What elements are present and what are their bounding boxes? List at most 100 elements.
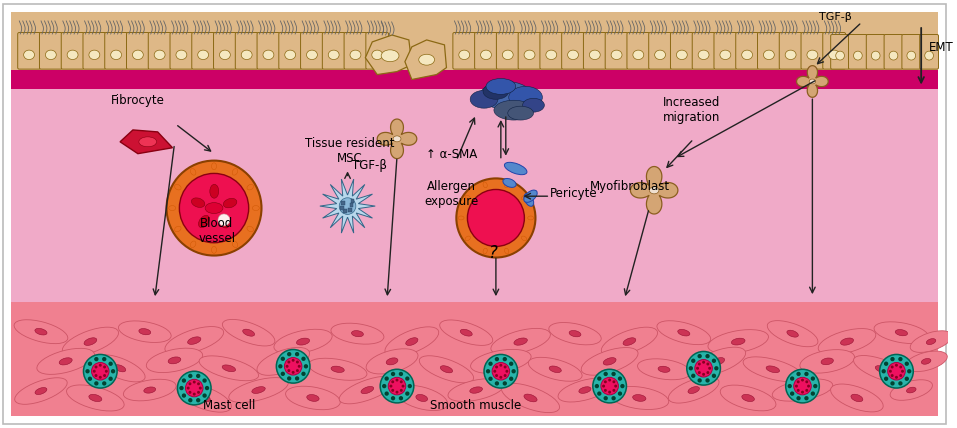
Circle shape [608, 378, 612, 381]
Circle shape [495, 366, 498, 369]
FancyBboxPatch shape [901, 35, 921, 69]
FancyBboxPatch shape [148, 33, 171, 69]
Text: Fibrocyte: Fibrocyte [111, 94, 165, 107]
Ellipse shape [501, 383, 560, 413]
Circle shape [592, 369, 627, 403]
Ellipse shape [633, 50, 644, 59]
Circle shape [99, 376, 101, 379]
Circle shape [597, 376, 602, 381]
Circle shape [399, 396, 403, 401]
Ellipse shape [558, 378, 612, 402]
Circle shape [804, 396, 809, 401]
Ellipse shape [174, 226, 181, 232]
Circle shape [612, 380, 615, 383]
Ellipse shape [688, 386, 700, 393]
Circle shape [395, 378, 398, 381]
Ellipse shape [907, 51, 916, 60]
Ellipse shape [211, 163, 216, 170]
Ellipse shape [494, 358, 507, 365]
FancyBboxPatch shape [104, 33, 127, 69]
Text: ↑ α-SMA: ↑ α-SMA [426, 148, 477, 160]
Ellipse shape [297, 338, 310, 345]
Circle shape [495, 374, 498, 377]
Ellipse shape [331, 323, 384, 344]
Circle shape [900, 374, 902, 377]
Circle shape [503, 374, 506, 377]
Ellipse shape [590, 50, 600, 59]
Circle shape [203, 393, 207, 398]
Ellipse shape [502, 50, 513, 59]
Circle shape [804, 372, 809, 376]
Ellipse shape [545, 50, 557, 59]
Circle shape [296, 360, 299, 363]
Ellipse shape [483, 83, 509, 99]
Polygon shape [377, 119, 417, 159]
Circle shape [278, 364, 282, 369]
Text: Pericyte: Pericyte [550, 187, 598, 200]
Text: Mast cell: Mast cell [203, 399, 256, 412]
Ellipse shape [385, 327, 438, 357]
Ellipse shape [851, 394, 863, 402]
Circle shape [602, 385, 605, 388]
Circle shape [509, 362, 513, 366]
Ellipse shape [486, 78, 516, 94]
Ellipse shape [223, 199, 236, 208]
Circle shape [177, 371, 211, 405]
Circle shape [382, 384, 387, 388]
Ellipse shape [785, 50, 796, 59]
Circle shape [301, 372, 305, 376]
Ellipse shape [247, 226, 254, 232]
Ellipse shape [731, 338, 746, 345]
Ellipse shape [198, 215, 210, 228]
Circle shape [706, 371, 709, 374]
Ellipse shape [829, 50, 839, 59]
Ellipse shape [503, 178, 516, 187]
Ellipse shape [328, 50, 339, 59]
Ellipse shape [483, 248, 487, 254]
Circle shape [287, 369, 290, 372]
Ellipse shape [416, 395, 428, 401]
Ellipse shape [205, 202, 223, 214]
Circle shape [280, 372, 285, 376]
Ellipse shape [190, 169, 196, 175]
Circle shape [594, 384, 599, 388]
Circle shape [708, 367, 711, 370]
FancyBboxPatch shape [831, 35, 850, 69]
Circle shape [390, 372, 395, 376]
Ellipse shape [199, 356, 258, 381]
Ellipse shape [504, 248, 509, 254]
Bar [343, 209, 346, 213]
Circle shape [899, 357, 902, 361]
Ellipse shape [252, 386, 265, 393]
Ellipse shape [62, 327, 119, 356]
Bar [11, 70, 938, 89]
Ellipse shape [381, 50, 399, 62]
Ellipse shape [524, 193, 534, 206]
Circle shape [891, 374, 894, 377]
Circle shape [287, 376, 291, 380]
Ellipse shape [176, 50, 187, 59]
Ellipse shape [612, 50, 622, 59]
Ellipse shape [89, 394, 101, 401]
Ellipse shape [810, 79, 815, 84]
Circle shape [500, 376, 502, 379]
Ellipse shape [308, 358, 367, 380]
Ellipse shape [35, 387, 47, 395]
Circle shape [813, 384, 817, 388]
Circle shape [612, 372, 615, 376]
Ellipse shape [603, 358, 616, 365]
Ellipse shape [144, 387, 156, 393]
Circle shape [801, 378, 804, 381]
Circle shape [618, 392, 622, 396]
Circle shape [698, 354, 701, 358]
FancyBboxPatch shape [584, 33, 606, 69]
Ellipse shape [522, 195, 526, 200]
Circle shape [105, 370, 108, 373]
Ellipse shape [243, 329, 255, 336]
Circle shape [712, 359, 716, 363]
Ellipse shape [119, 321, 171, 342]
Circle shape [705, 378, 710, 383]
Ellipse shape [247, 184, 254, 190]
Circle shape [179, 386, 184, 390]
Ellipse shape [278, 358, 289, 365]
